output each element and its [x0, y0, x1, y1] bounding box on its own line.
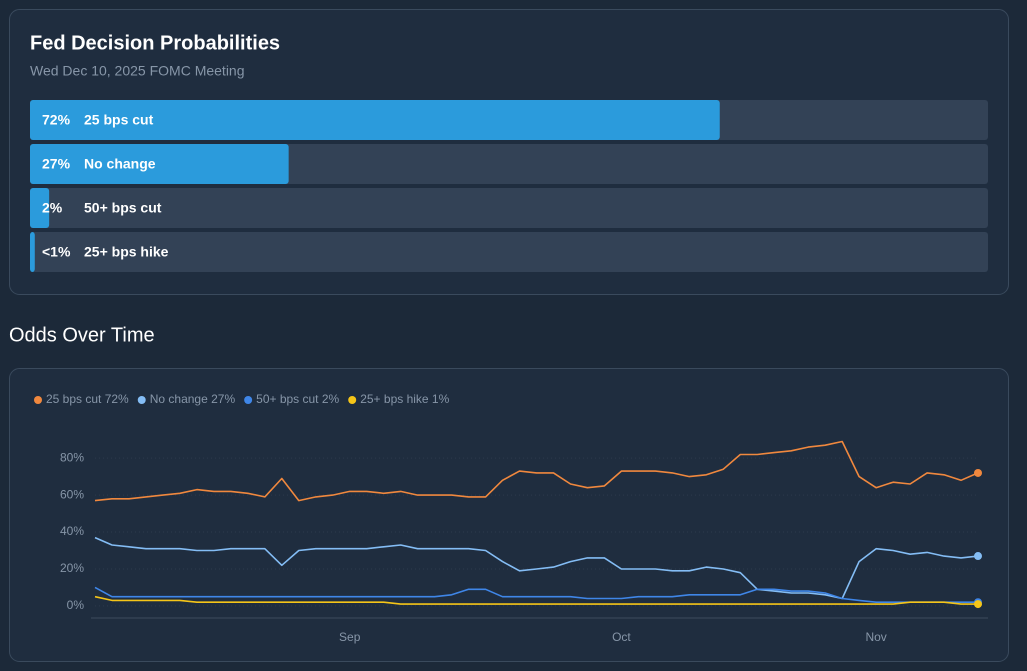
bar	[30, 100, 720, 140]
value-label: <1%	[42, 244, 71, 260]
value-label: 27%	[42, 156, 71, 172]
value-label: 72%	[42, 112, 71, 128]
legend-label: 25+ bps hike 1%	[360, 392, 449, 406]
category-label: 50+ bps cut	[84, 200, 162, 216]
category-label: 25 bps cut	[84, 112, 154, 128]
series-line	[94, 595, 978, 605]
section-title: Odds Over Time	[9, 324, 155, 346]
legend-dot	[244, 396, 253, 404]
bar	[30, 232, 35, 272]
bar-track	[30, 188, 988, 228]
bar	[30, 188, 50, 228]
card-subtitle: Wed Dec 10, 2025 FOMC Meeting	[30, 63, 245, 79]
legend-dot	[137, 396, 146, 404]
series-line	[94, 586, 978, 603]
series-line	[94, 536, 979, 600]
x-tick-label: Nov	[865, 630, 886, 644]
series-line	[94, 440, 979, 502]
y-tick-label: 20%	[60, 561, 84, 575]
legend-label: 25 bps cut 72%	[46, 392, 129, 406]
category-label: 25+ bps hike	[84, 244, 169, 260]
legend-label: 50+ bps cut 2%	[256, 392, 339, 406]
category-label: No change	[84, 156, 156, 172]
odds-card	[9, 368, 1009, 662]
end-dot	[974, 468, 982, 477]
legend-dot	[34, 396, 42, 404]
legend-label: No change 27%	[150, 392, 236, 406]
end-dot	[974, 552, 982, 561]
y-tick-label: 40%	[60, 524, 84, 538]
x-tick-label: Sep	[339, 630, 361, 644]
y-tick-label: 60%	[60, 487, 84, 501]
x-tick-label: Oct	[612, 630, 631, 644]
y-tick-label: 0%	[67, 598, 85, 612]
y-tick-label: 80%	[60, 450, 84, 464]
bar-track	[30, 232, 988, 272]
legend-dot	[348, 396, 357, 404]
value-label: 2%	[42, 200, 63, 216]
end-dot	[974, 600, 982, 609]
bar	[30, 144, 289, 184]
card-title: Fed Decision Probabilities	[30, 32, 280, 54]
